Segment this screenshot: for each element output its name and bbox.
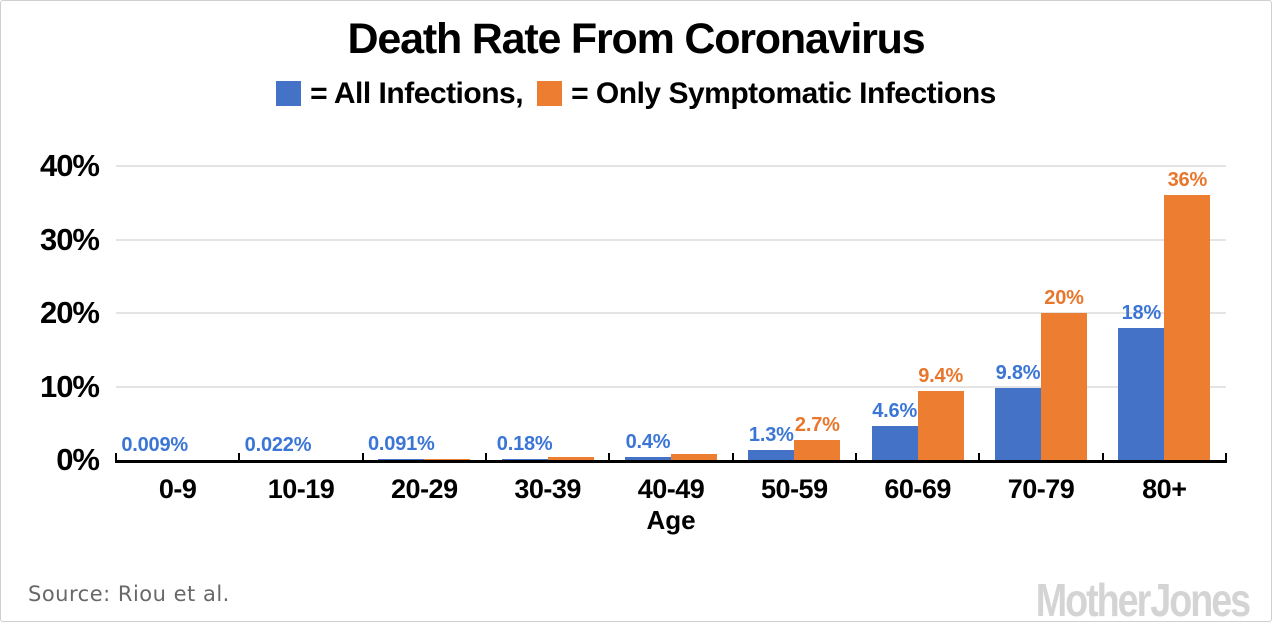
- bar-symptomatic: [1164, 195, 1211, 460]
- gridline: [116, 385, 1226, 388]
- x-axis-line: [116, 460, 1226, 463]
- x-axis-tick: [485, 453, 487, 463]
- y-tick-label: 10%: [39, 368, 100, 404]
- gridline: [116, 238, 1226, 241]
- bar-symptomatic: [794, 440, 841, 460]
- x-tick-label: 60-69: [884, 474, 951, 504]
- x-tick-label: 20-29: [391, 474, 458, 504]
- x-axis-tick: [361, 453, 364, 463]
- x-tick-label: 30-39: [514, 474, 581, 504]
- bar-all-infections: [1118, 327, 1165, 460]
- bar-value-label-all: 1.3%: [748, 424, 794, 447]
- x-axis-tick: [855, 453, 857, 463]
- chart-legend: = All Infections, = Only Symptomatic Infe…: [1, 77, 1271, 111]
- x-axis-tick: [1101, 453, 1104, 463]
- x-axis-tick: [115, 453, 117, 463]
- legend-swatch-symptomatic-icon: [537, 81, 563, 106]
- bar-value-label-symptomatic: 9.4%: [918, 364, 964, 387]
- bar-value-label-symptomatic: 36%: [1167, 169, 1208, 192]
- bar-value-label-symptomatic: 20%: [1044, 287, 1084, 309]
- bar-all-infections: [378, 459, 425, 460]
- x-axis-title: Age: [646, 505, 696, 535]
- chart-title: Death Rate From Coronavirus: [347, 15, 926, 63]
- x-axis-tick: [1225, 453, 1227, 463]
- source-note: Source: Riou et al.: [28, 582, 230, 606]
- bar-symptomatic: [1041, 313, 1087, 460]
- bar-symptomatic: [917, 390, 964, 460]
- x-axis-tick: [608, 453, 611, 463]
- y-tick-label: 20%: [39, 295, 100, 330]
- y-tick-label: 0%: [56, 442, 100, 477]
- bar-all-infections: [748, 450, 795, 460]
- motherjones-logo: Mother Jones: [1035, 574, 1251, 626]
- y-tick-label: 30%: [39, 221, 100, 257]
- x-tick-label: 70-79: [1007, 474, 1075, 504]
- bar-value-label-symptomatic: 2.7%: [794, 414, 840, 437]
- bar-symptomatic: [547, 457, 594, 460]
- x-axis-tick: [238, 453, 241, 463]
- bar-value-label-all: 0.4%: [625, 431, 671, 454]
- legend-swatch-all-infections-icon: [276, 81, 302, 106]
- x-tick-label: 40-49: [637, 474, 705, 504]
- legend-label-all-infections: = All Infections,: [310, 77, 524, 110]
- x-tick-label: 80+: [1142, 474, 1187, 504]
- bar-value-label-all: 0.18%: [496, 432, 553, 455]
- x-tick-label: 0-9: [158, 474, 197, 504]
- x-tick-label: 50-59: [761, 474, 828, 504]
- bar-all-infections: [995, 387, 1041, 460]
- bar-value-label-all: 0.091%: [368, 433, 435, 456]
- bar-value-label-all: 4.6%: [872, 400, 918, 423]
- x-axis-tick: [731, 453, 734, 463]
- bar-symptomatic: [424, 458, 471, 460]
- bar-symptomatic: [671, 454, 717, 460]
- x-tick-label: 10-19: [267, 474, 335, 504]
- bar-value-label-all: 0.009%: [121, 433, 188, 456]
- gridline: [116, 165, 1226, 167]
- bar-value-label-all: 9.8%: [995, 361, 1041, 384]
- bar-value-label-all: 0.022%: [244, 433, 312, 456]
- legend-label-symptomatic: = Only Symptomatic Infections: [571, 77, 996, 110]
- bar-all-infections: [871, 426, 918, 460]
- bar-value-label-all: 18%: [1121, 301, 1162, 324]
- x-axis-tick: [978, 453, 981, 463]
- gridline: [116, 312, 1226, 314]
- bar-all-infections: [625, 457, 671, 460]
- bar-all-infections: [501, 458, 548, 460]
- y-tick-label: 40%: [39, 148, 100, 183]
